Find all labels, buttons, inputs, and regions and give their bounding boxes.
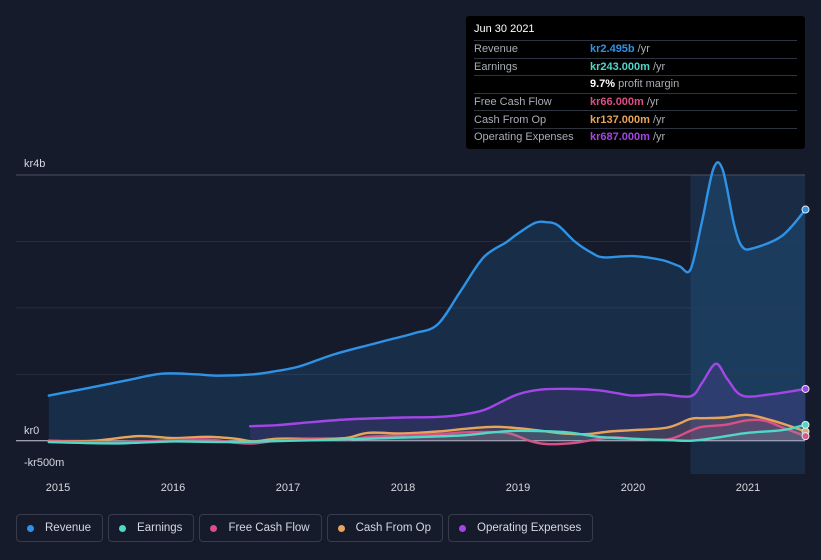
- legend-label: Revenue: [45, 522, 92, 534]
- legend-label: Operating Expenses: [477, 522, 582, 534]
- revenue-line: [47, 161, 807, 397]
- y-tick-label: kr4b: [24, 158, 45, 170]
- free-cash-flow-end-point: [801, 432, 810, 441]
- tooltip-row-profit-margin: 9.7% profit margin: [474, 76, 797, 94]
- tooltip-row-earnings: Earnings kr243.000m /yr: [474, 59, 797, 77]
- x-tick-label: 2020: [621, 482, 645, 494]
- x-tick-label: 2021: [736, 482, 760, 494]
- legend: Revenue Earnings Free Cash Flow Cash Fro…: [16, 514, 594, 542]
- tooltip-unit: profit margin: [618, 78, 680, 91]
- tooltip-value: kr243.000m: [590, 60, 650, 73]
- legend-label: Free Cash Flow: [228, 522, 310, 534]
- cash-from-op-line: [47, 413, 807, 443]
- earnings-dot-icon: [119, 524, 127, 532]
- revenue-dot-icon: [27, 524, 34, 532]
- operating-expenses-dot-icon: [459, 524, 467, 532]
- tooltip-row-operating-expenses: Operating Expenses kr687.000m /yr: [474, 129, 797, 146]
- tooltip-row-free-cash-flow: Free Cash Flow kr66.000m /yr: [474, 94, 797, 112]
- y-tick-label: -kr500m: [24, 457, 64, 469]
- revenue-area: [48, 162, 806, 441]
- tooltip-row-cash-from-op: Cash From Op kr137.000m /yr: [474, 111, 797, 129]
- operating-expenses-area: [250, 363, 806, 441]
- tooltip-label: Revenue: [474, 43, 519, 56]
- tooltip-unit: /yr: [646, 96, 660, 109]
- tooltip-unit: /yr: [652, 113, 666, 126]
- tooltip-value: kr137.000m: [590, 113, 650, 126]
- legend-label: Cash From Op: [355, 522, 432, 534]
- revenue-end-point: [801, 205, 810, 214]
- tooltip-value: 9.7%: [590, 78, 616, 91]
- x-tick-label: 2019: [506, 482, 530, 494]
- earnings-line: [47, 423, 807, 445]
- tooltip-value: kr66.000m: [590, 96, 644, 109]
- legend-item-revenue[interactable]: Revenue: [16, 514, 104, 542]
- cash-from-op-dot-icon: [337, 524, 345, 532]
- tooltip-label: Operating Expenses: [474, 131, 574, 144]
- cash-from-op-area: [48, 414, 806, 442]
- tooltip-value: kr687.000m: [590, 131, 650, 144]
- tooltip-row-revenue: Revenue kr2.495b /yr: [474, 41, 797, 59]
- tooltip-label: Earnings: [474, 60, 518, 73]
- legend-label: Earnings: [137, 522, 183, 534]
- x-tick-label: 2018: [391, 482, 415, 494]
- tooltip-unit: /yr: [652, 60, 666, 73]
- x-tick-label: 2017: [276, 482, 300, 494]
- x-tick-label: 2016: [161, 482, 185, 494]
- tooltip-panel: Jun 30 2021 Revenue kr2.495b /yr Earning…: [466, 16, 805, 149]
- tooltip-unit: /yr: [652, 131, 666, 144]
- operating-expenses-end-point: [801, 384, 810, 393]
- tooltip-label: Free Cash Flow: [474, 96, 552, 109]
- y-tick-label: kr0: [24, 425, 39, 437]
- tooltip-unit: /yr: [637, 43, 650, 56]
- legend-item-free-cash-flow[interactable]: Free Cash Flow: [199, 514, 322, 542]
- earnings-end-point: [801, 420, 810, 429]
- operating-expenses-line: [248, 362, 807, 428]
- tooltip-label: Cash From Op: [474, 113, 547, 126]
- legend-item-cash-from-op[interactable]: Cash From Op: [326, 514, 444, 542]
- legend-item-earnings[interactable]: Earnings: [108, 514, 195, 542]
- free-cash-flow-dot-icon: [210, 524, 218, 532]
- x-tick-label: 2015: [46, 482, 70, 494]
- tooltip-value: kr2.495b: [590, 43, 635, 56]
- legend-item-operating-expenses[interactable]: Operating Expenses: [448, 514, 594, 542]
- tooltip-date: Jun 30 2021: [474, 23, 797, 41]
